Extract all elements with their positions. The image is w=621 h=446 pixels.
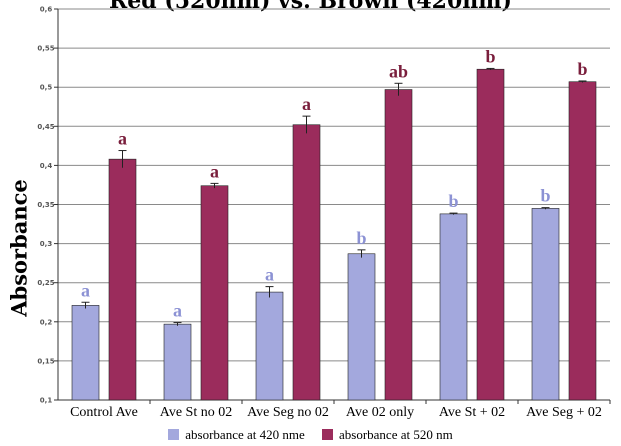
significance-label: b	[356, 228, 366, 248]
bar-520	[476, 68, 505, 401]
y-tick-label: 0,35	[37, 201, 54, 209]
y-tick-label: 0,1	[40, 397, 53, 405]
significance-label: a	[265, 265, 274, 285]
x-tick-label: Control Ave	[70, 405, 138, 420]
significance-label: b	[577, 59, 587, 79]
bar-520	[384, 89, 413, 401]
significance-label: a	[302, 94, 311, 114]
y-tick-label: 0,3	[40, 240, 53, 248]
bar-420	[163, 323, 192, 401]
significance-label: a	[118, 129, 127, 149]
significance-label: b	[485, 46, 495, 66]
y-tick-label: 0,5	[40, 84, 53, 92]
y-tick-label: 0,15	[37, 357, 54, 365]
y-tick-label: 0,55	[37, 45, 54, 53]
legend-label-420: absorbance at 420 nme	[185, 427, 305, 442]
legend-swatch-420	[168, 429, 180, 440]
x-tick-label: Ave 02 only	[346, 405, 414, 420]
bar-520	[568, 81, 597, 401]
bar-420	[531, 208, 560, 401]
x-tick-label: Ave St no 02	[160, 405, 232, 420]
legend-swatch-520	[322, 429, 333, 440]
x-tick-label: Ave Seg + 02	[526, 405, 602, 420]
significance-label: a	[173, 301, 182, 321]
legend-item-420: absorbance at 420 nme	[168, 427, 305, 443]
y-tick-label: 0,45	[37, 123, 54, 131]
bar-520	[108, 158, 137, 401]
y-tick-label: 0,4	[40, 162, 53, 170]
legend-label-520: absorbance at 520 nm	[339, 427, 453, 442]
y-tick-label: 0,2	[40, 318, 53, 326]
x-tick-label: Ave Seg no 02	[247, 405, 329, 420]
legend: absorbance at 420 nme absorbance at 520 …	[0, 427, 621, 443]
bar-420	[255, 291, 284, 401]
legend-item-520: absorbance at 520 nm	[322, 427, 453, 443]
y-tick-label: 0,25	[37, 279, 54, 287]
significance-label: a	[81, 280, 90, 300]
bar-420	[71, 305, 100, 401]
significance-label: b	[540, 186, 550, 206]
bar-520	[292, 124, 321, 401]
bar-520	[200, 185, 229, 401]
bar-420	[439, 213, 468, 401]
bar-420	[347, 253, 376, 401]
significance-label: a	[210, 161, 219, 181]
chart-title: Red (520nm) vs. Brown (420nm)	[109, 0, 512, 14]
x-tick-label: Ave St + 02	[439, 405, 505, 420]
y-tick-label: 0,6	[40, 6, 53, 14]
significance-label: ab	[389, 61, 408, 81]
significance-label: b	[448, 191, 458, 211]
